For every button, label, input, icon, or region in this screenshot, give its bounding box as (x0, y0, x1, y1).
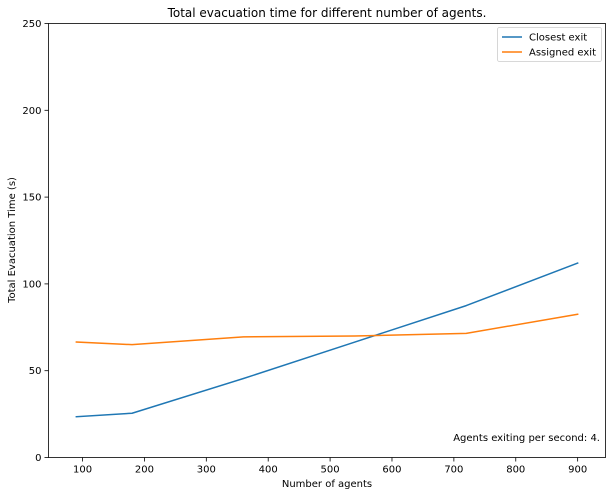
series-line-closest-exit (75, 262, 579, 418)
y-tick-label: 250 (22, 19, 41, 30)
legend-label: Closest exit (529, 33, 587, 44)
plot-frame (48, 23, 606, 458)
y-axis-title: Total Evacuation Time (s) (7, 177, 18, 304)
chart-title: Total evacuation time for different numb… (167, 6, 487, 20)
x-axis-title: Number of agents (282, 479, 372, 490)
y-tick-label: 0 (35, 453, 41, 464)
x-tick-label: 700 (444, 465, 463, 476)
plot-area (75, 262, 579, 418)
legend-label: Assigned exit (529, 48, 596, 59)
x-tick-label: 200 (135, 465, 154, 476)
x-tick-label: 500 (321, 465, 340, 476)
x-tick-label: 100 (73, 465, 92, 476)
legend: Closest exit Assigned exit (497, 27, 602, 62)
x-tick-label: 300 (197, 465, 216, 476)
y-tick-label: 200 (22, 106, 41, 117)
legend-frame (497, 27, 602, 62)
x-tick-label: 800 (506, 465, 525, 476)
series-line-assigned-exit (75, 313, 579, 346)
x-tick-label: 400 (259, 465, 278, 476)
y-tick-label: 50 (29, 366, 42, 377)
x-tick-label: 900 (568, 465, 587, 476)
chart-annotation: Agents exiting per second: 4. (453, 433, 600, 444)
y-tick-label: 150 (22, 193, 41, 204)
x-tick-label: 600 (382, 465, 401, 476)
y-tick-label: 100 (22, 279, 41, 290)
